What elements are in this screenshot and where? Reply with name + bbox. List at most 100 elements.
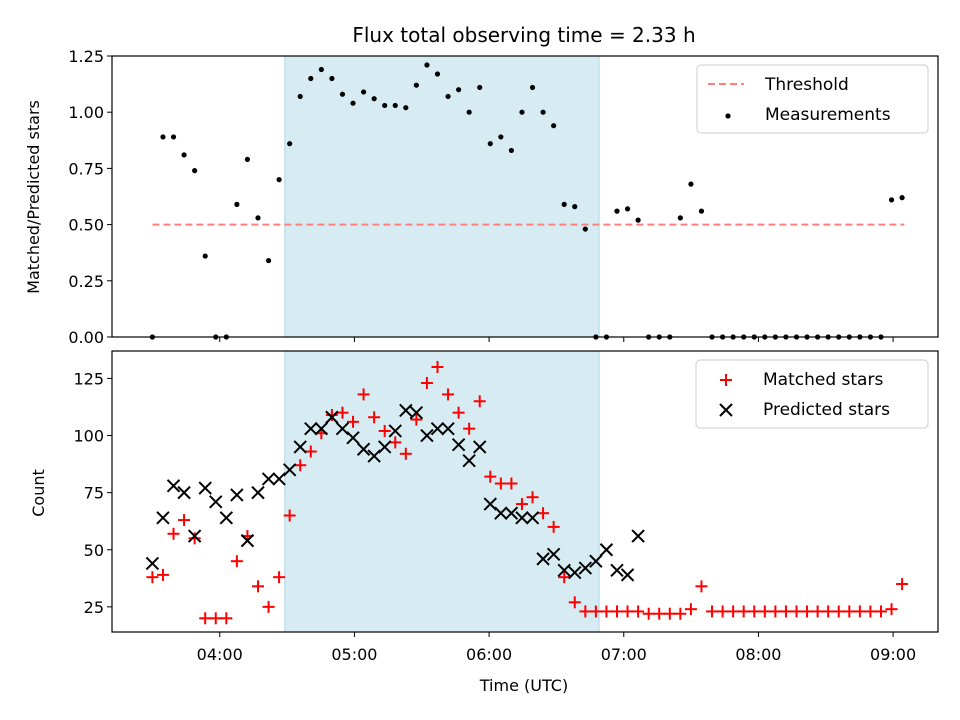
measurement-point [561,201,567,207]
matched-star-point [874,605,887,618]
matched-star-point [230,555,243,568]
matched-star-point [188,532,201,545]
measurement-point [519,109,525,115]
measurement-point [382,102,388,109]
top-shaded-span [284,55,600,338]
measurement-point [308,75,314,82]
matched-star-point [431,360,444,373]
measurement-point [572,204,578,210]
matched-star-point [600,605,613,618]
measurement-point [276,177,282,183]
matched-star-point [463,422,476,435]
predicted-star-point [451,437,466,452]
measurement-point [445,93,451,100]
top-y-tick-label: 0.75 [68,159,104,178]
matched-star-point [885,603,898,616]
x-tick-label: 06:00 [466,645,512,664]
measurement-point [244,156,251,163]
measurement-point [255,215,261,221]
matched-star-point [494,477,507,490]
measurement-point [456,87,462,93]
matched-star-point [304,445,317,458]
top-y-axis-label: Matched/Predicted stars [24,100,43,294]
predicted-star-point [515,511,529,525]
measurement-point [339,91,346,97]
predicted-star-point [420,428,434,443]
matched-star-point [790,605,803,618]
matched-star-point [484,470,497,483]
matched-star-point [558,571,571,584]
predicted-star-point [314,421,329,436]
measurement-point [318,66,324,73]
x-tick-label: 07:00 [601,645,647,664]
measurement-point [698,208,705,214]
predicted-star-point [177,485,191,500]
predicted-legend-marker [719,403,733,417]
matched-star-point [515,498,528,511]
measurement-point [287,141,293,147]
measurements-legend-label: Measurements [765,105,891,125]
matched-star-point [684,603,697,616]
x-axis-label: Time (UTC) [479,676,568,695]
matched-legend-marker [720,374,732,386]
matched-star-point [368,411,381,424]
matched-star-point [843,605,856,618]
measurement-point [297,93,303,100]
measurement-point [477,84,483,91]
bottom-y-axis-label: Count [29,469,48,517]
measurement-point [582,226,588,232]
measurement-point [329,75,335,82]
matched-star-point [473,395,486,408]
x-tick-label: 05:00 [331,645,377,664]
bottom-y-tick-label: 125 [73,369,104,388]
measurements-legend-marker [725,113,731,119]
predicted-star-point [589,554,603,568]
bottom-panel: 25 50 75 100 125 04:00 05:00 06:00 07:00 08:00 09… [29,350,939,695]
predicted-star-point [494,506,508,520]
top-y-tick-label: 0.50 [68,216,104,235]
top-y-tick-label: 1.25 [68,47,104,66]
matched-star-point [674,607,687,620]
predicted-star-point [473,440,487,454]
predicted-star-point [430,421,445,436]
bottom-y-tick-label: 50 [84,541,104,560]
predicted-star-point [367,449,381,463]
matched-star-point [357,388,370,401]
matched-star-point [748,605,761,618]
matched-star-point [769,605,782,618]
measurement-point [392,102,398,109]
measurement-point [181,152,187,158]
predicted-star-point [441,421,455,436]
matched-star-point [410,413,423,426]
top-legend-frame [696,64,929,134]
predicted-star-point [209,495,223,509]
threshold-legend-label: Threshold [764,75,849,95]
matched-star-point [399,447,412,460]
matched-star-point [325,408,338,421]
top-axes-frame [111,55,939,338]
measurement-point [899,195,905,201]
measurement-point [170,134,177,140]
matched-star-point [822,605,835,618]
x-tick-label: 04:00 [197,645,243,664]
predicted-star-point [346,431,360,445]
predicted-star-point [198,481,212,495]
bottom-legend-frame [695,359,929,429]
bottom-y-ticks: 25 50 75 100 125 [73,369,112,617]
top-x-ticks [219,337,894,342]
matched-star-point [505,477,518,490]
predicted-star-point [272,472,286,486]
measurement-point [888,197,895,203]
predicted-star-point [409,405,424,420]
predicted-star-point [251,485,265,500]
matched-star-point [220,612,233,625]
matched-star-point [811,605,824,618]
top-legend: Threshold Measurements [696,64,929,134]
predicted-star-point [230,488,244,502]
matched-star-point [779,605,792,618]
matched-star-point [209,612,222,625]
matched-star-point [378,424,391,437]
measurement-point [466,109,472,115]
matched-star-point [706,605,719,618]
bottom-y-tick-label: 25 [84,598,104,617]
